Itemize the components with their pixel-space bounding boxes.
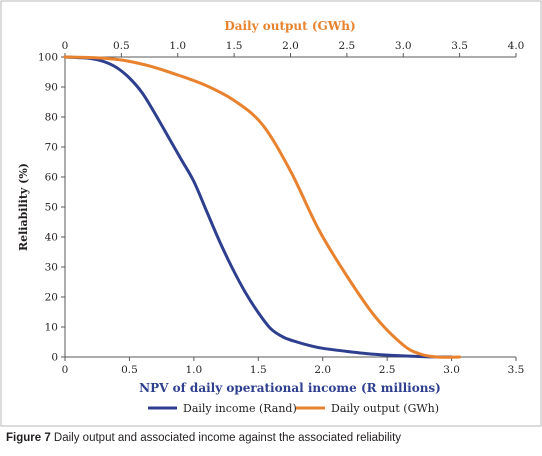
- y-tick-label: 80: [45, 112, 58, 124]
- x-axis-ticks: 0 0.5 1.0 1.5 2.0 2.5 3.0 3.5: [62, 357, 525, 376]
- y-tick-label: 0: [51, 352, 58, 364]
- x-tick-label: 2.0: [314, 364, 331, 376]
- y-axis-ticks: 0 10 20 30 40 50 60 70 80 90 100: [38, 52, 65, 364]
- y-axis-title: Reliability (%): [17, 163, 30, 251]
- x-tick-label: 3.5: [508, 364, 525, 376]
- caption-label: Figure 7: [6, 432, 51, 444]
- top-tick-label: 1.5: [226, 40, 243, 52]
- top-tick-label: 4.0: [508, 40, 525, 52]
- legend-label-daily-output: Daily output (GWh): [331, 402, 439, 415]
- top-tick-label: 1.0: [169, 40, 186, 52]
- y-tick-label: 70: [45, 142, 58, 154]
- series-line-daily-output: [63, 55, 462, 359]
- figure-frame: [0, 0, 542, 427]
- x-tick-label: 1.5: [250, 364, 267, 376]
- top-axis-title: Daily output (GWh): [224, 19, 355, 33]
- figure-caption: Figure 7 Daily output and associated inc…: [6, 432, 536, 444]
- x-axis-title: NPV of daily operational income (R milli…: [139, 381, 441, 395]
- series-line-daily-income: [63, 55, 454, 359]
- x-tick-label: 3.0: [443, 364, 460, 376]
- top-tick-label: 2.0: [282, 40, 299, 52]
- x-tick-label: 0.5: [121, 364, 138, 376]
- y-tick-label: 40: [45, 232, 58, 244]
- top-axis-ticks: 0 0.5 1.0 1.5 2.0 2.5 3.0 3.5 4.0: [62, 40, 525, 57]
- top-tick-label: 3.0: [395, 40, 412, 52]
- y-tick-label: 10: [45, 322, 58, 334]
- legend: Daily income (Rand) Daily output (GWh): [148, 402, 439, 415]
- x-tick-label: 2.5: [379, 364, 396, 376]
- y-tick-label: 20: [45, 292, 58, 304]
- y-tick-label: 90: [45, 82, 58, 94]
- y-tick-label: 100: [38, 52, 58, 64]
- legend-label-daily-income: Daily income (Rand): [183, 402, 297, 415]
- top-tick-label: 3.5: [451, 40, 468, 52]
- x-tick-label: 0: [62, 364, 69, 376]
- top-tick-label: 0.5: [113, 40, 130, 52]
- y-tick-label: 30: [45, 262, 58, 274]
- top-tick-label: 0: [62, 40, 69, 52]
- y-tick-label: 50: [45, 202, 58, 214]
- caption-text: Daily output and associated income again…: [50, 432, 402, 444]
- y-tick-label: 60: [45, 172, 58, 184]
- top-tick-label: 2.5: [339, 40, 356, 52]
- x-tick-label: 1.0: [186, 364, 203, 376]
